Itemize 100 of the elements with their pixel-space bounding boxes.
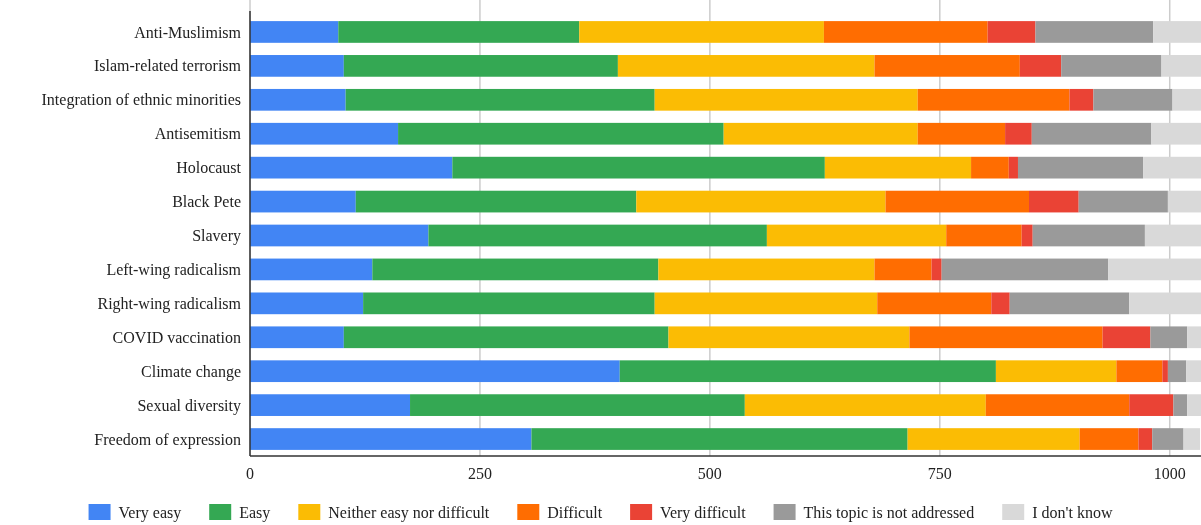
legend-label: I don't know <box>1032 503 1113 521</box>
y-tick-label: Left-wing radicalism <box>106 261 242 280</box>
bar <box>250 224 429 247</box>
bar <box>744 394 986 416</box>
legend-label: This topic is not addressed <box>803 503 975 522</box>
bar <box>877 292 992 315</box>
bar <box>1187 326 1201 349</box>
bar <box>363 292 655 315</box>
bar <box>654 88 918 111</box>
bar <box>874 55 1020 77</box>
bar <box>531 428 908 450</box>
bar <box>1009 292 1130 315</box>
y-tick-label: Integration of ethnic minorities <box>41 91 241 110</box>
bar <box>250 326 344 349</box>
bar <box>410 394 745 416</box>
bar <box>1173 394 1188 416</box>
bar <box>991 292 1010 315</box>
bar <box>1129 292 1201 315</box>
y-tick-label: Black Pete <box>172 193 241 211</box>
legend-label: Very difficult <box>660 503 747 522</box>
bar <box>823 21 988 43</box>
bar <box>1167 360 1187 383</box>
bar <box>250 258 373 281</box>
bar <box>1108 258 1201 281</box>
bar <box>1031 122 1152 145</box>
bar <box>343 55 618 77</box>
legend-label: Very easy <box>118 503 182 522</box>
bar <box>250 21 339 43</box>
bar <box>579 21 824 43</box>
bar <box>874 258 932 281</box>
bar <box>250 394 411 416</box>
bar <box>1167 190 1201 213</box>
y-tick-label: Right-wing radicalism <box>97 294 242 313</box>
legend-label: Easy <box>239 503 271 522</box>
x-tick-label: 500 <box>697 465 722 482</box>
bar <box>1021 224 1033 247</box>
y-tick-label: Freedom of expression <box>94 430 241 449</box>
bar <box>1035 21 1154 43</box>
x-tick-label: 1000 <box>1153 465 1186 482</box>
bar <box>907 428 1080 450</box>
bar <box>941 258 1109 281</box>
bar <box>995 360 1117 383</box>
bar <box>1019 55 1062 77</box>
bar <box>636 190 886 213</box>
bar <box>398 122 724 145</box>
bar <box>1161 55 1201 77</box>
bar <box>1061 55 1162 77</box>
bar <box>250 55 344 77</box>
bar <box>345 88 655 111</box>
bar <box>1143 156 1201 179</box>
bar <box>1183 428 1201 450</box>
bar <box>1032 224 1145 247</box>
bar <box>824 156 972 179</box>
bar <box>250 190 356 213</box>
bar <box>1186 360 1201 383</box>
bar <box>668 326 910 349</box>
x-tick-label: 0 <box>246 465 254 482</box>
bar <box>766 224 947 247</box>
y-tick-label: Sexual diversity <box>137 396 241 415</box>
bar <box>1029 190 1079 213</box>
bar <box>1069 88 1094 111</box>
bar <box>250 428 532 450</box>
bar <box>917 88 1070 111</box>
bar <box>654 292 878 315</box>
bar <box>372 258 659 281</box>
bar <box>1144 224 1201 247</box>
bar <box>1153 21 1201 43</box>
bar <box>909 326 1103 349</box>
bar <box>1162 360 1168 383</box>
y-tick-label: Holocaust <box>176 159 242 177</box>
bar <box>917 122 1006 145</box>
y-tick-label: Slavery <box>192 227 241 246</box>
bar <box>723 122 918 145</box>
bar <box>1152 428 1184 450</box>
bar <box>250 360 620 383</box>
bar <box>1078 190 1168 213</box>
bar <box>338 21 580 43</box>
bar <box>355 190 637 213</box>
bar <box>1008 156 1018 179</box>
bar <box>1187 394 1201 416</box>
bar <box>1017 156 1144 179</box>
bar <box>250 122 399 145</box>
bar <box>343 326 669 349</box>
bar <box>1172 88 1201 111</box>
bar <box>1150 326 1188 349</box>
bar <box>1005 122 1032 145</box>
bar <box>1102 326 1151 349</box>
bar <box>1151 122 1201 145</box>
bar <box>946 224 1022 247</box>
bar <box>1079 428 1139 450</box>
bar <box>1129 394 1174 416</box>
bar <box>658 258 875 281</box>
bar <box>1138 428 1153 450</box>
y-tick-label: Antisemitism <box>154 125 242 143</box>
legend-label: Neither easy nor difficult <box>328 503 490 522</box>
bar <box>428 224 767 247</box>
bar <box>987 21 1036 43</box>
bar <box>885 190 1030 213</box>
bar <box>619 360 996 383</box>
x-tick-label: 750 <box>927 465 952 482</box>
